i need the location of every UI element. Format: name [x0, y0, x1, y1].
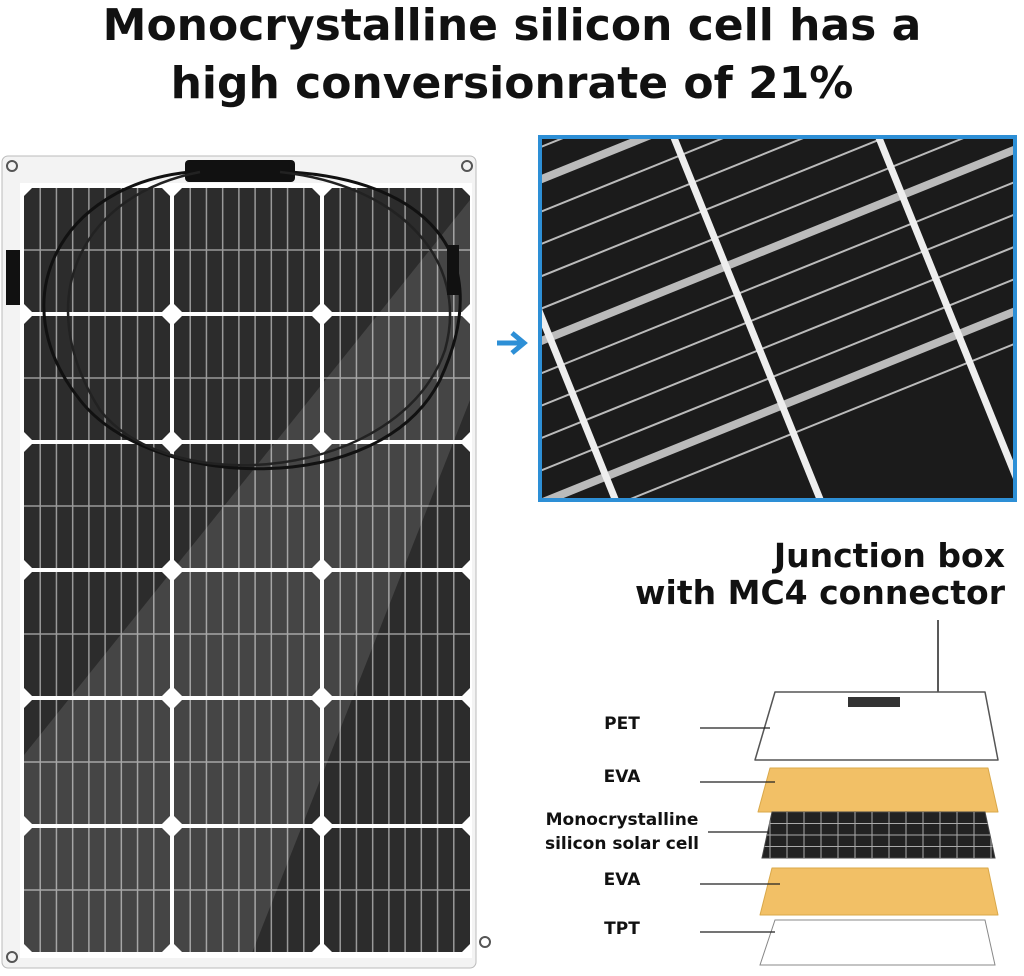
zoom-background [540, 137, 1015, 500]
zoom-finger [540, 137, 1015, 439]
connector [447, 245, 459, 295]
leader [905, 620, 939, 701]
grommet [6, 160, 18, 172]
connector [6, 250, 20, 305]
zoom-finger [540, 226, 1015, 500]
title-line: Monocrystalline silicon cell has a [103, 0, 922, 51]
zoom-finger [540, 137, 1015, 381]
layer-label: EVA [604, 870, 642, 890]
zoom-finger [540, 137, 1015, 353]
layer-label: TPT [604, 919, 640, 939]
layer-label: PET [604, 714, 640, 734]
zoom-gap [540, 137, 760, 500]
grommet [6, 951, 18, 963]
zoom-gap [730, 137, 1015, 500]
cable [66, 170, 452, 467]
arrow [497, 331, 528, 355]
zoom-finger [540, 142, 1015, 500]
grommet [479, 936, 491, 948]
zoom-gap [554, 137, 936, 500]
zoom-finger [540, 137, 1015, 409]
layer-eva [759, 867, 999, 916]
callout-line: with MC4 connector [635, 573, 1006, 612]
callout-line: Junction box [772, 536, 1005, 575]
layer-tpt [759, 919, 996, 966]
cable [42, 170, 462, 471]
zoom-finger [540, 137, 1015, 464]
layer-label: Monocrystalline [546, 810, 699, 830]
cell-grid [762, 812, 995, 858]
layer-labels: PET EVA Monocrystalline silicon solar cell E… [545, 714, 780, 939]
junction-box [185, 160, 295, 182]
layer-eva [757, 767, 999, 813]
layer-label: silicon solar cell [545, 834, 699, 854]
zoom-grid [540, 137, 1015, 500]
zoom-frame [538, 135, 1017, 502]
layer-label: EVA [604, 767, 642, 787]
grommet [461, 160, 473, 172]
panel-cells [24, 188, 470, 952]
zoom-finger [540, 137, 1015, 492]
zoom-finger [540, 170, 1015, 500]
title-line: high conversionrate of 21% [171, 58, 854, 109]
zoom-finger [540, 195, 1015, 500]
junction-box [848, 697, 900, 707]
glare [20, 200, 470, 958]
zoom-cells [540, 137, 1015, 500]
layer-pet [754, 691, 999, 761]
